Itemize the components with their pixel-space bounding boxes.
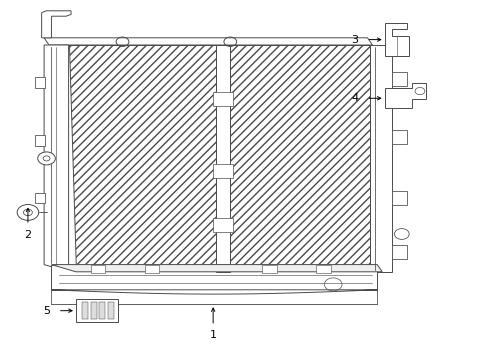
Polygon shape (392, 191, 407, 205)
Text: 3: 3 (352, 35, 359, 45)
Polygon shape (51, 265, 382, 272)
Polygon shape (385, 83, 426, 108)
Polygon shape (213, 218, 233, 232)
Polygon shape (76, 299, 118, 322)
Polygon shape (99, 302, 105, 319)
Polygon shape (82, 302, 88, 319)
Circle shape (38, 152, 55, 165)
Polygon shape (213, 164, 233, 178)
Text: 2: 2 (24, 230, 31, 240)
Text: 1: 1 (210, 330, 217, 341)
Polygon shape (213, 92, 233, 106)
Polygon shape (392, 72, 407, 86)
Polygon shape (51, 290, 377, 294)
Polygon shape (44, 38, 372, 45)
Polygon shape (91, 265, 105, 273)
Polygon shape (91, 302, 97, 319)
Polygon shape (392, 245, 407, 259)
Polygon shape (42, 11, 71, 38)
Polygon shape (370, 45, 392, 272)
Text: 4: 4 (351, 93, 359, 103)
Polygon shape (385, 23, 409, 56)
Polygon shape (44, 45, 69, 272)
Polygon shape (69, 45, 216, 272)
Polygon shape (108, 302, 114, 319)
Polygon shape (230, 45, 370, 272)
Polygon shape (262, 265, 277, 273)
Polygon shape (35, 135, 45, 146)
Polygon shape (216, 45, 230, 272)
Polygon shape (392, 130, 407, 144)
Polygon shape (35, 193, 45, 203)
Text: 5: 5 (43, 306, 50, 316)
Circle shape (17, 204, 39, 220)
Polygon shape (316, 265, 331, 273)
Polygon shape (145, 265, 159, 273)
Polygon shape (51, 265, 377, 290)
Polygon shape (35, 77, 45, 88)
